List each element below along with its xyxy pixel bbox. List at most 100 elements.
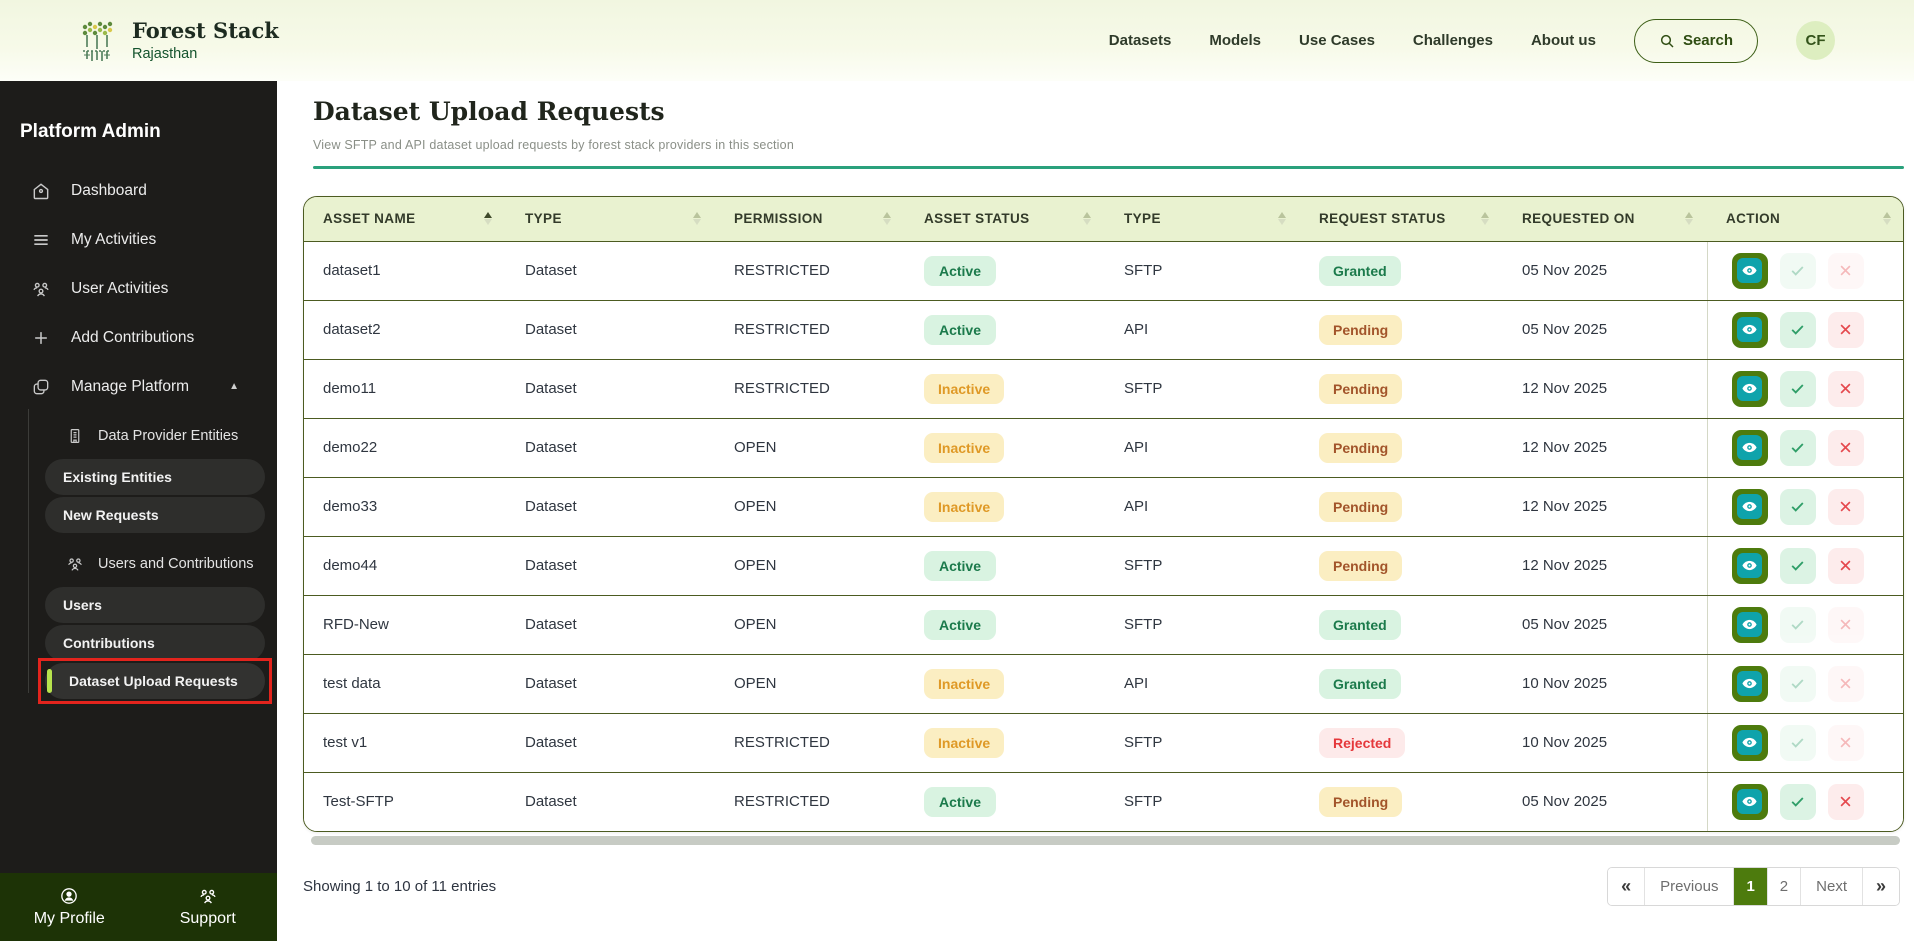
column-header-action: ACTION (1707, 197, 1903, 242)
check-icon (1791, 325, 1804, 335)
reject-button[interactable] (1827, 370, 1864, 407)
view-button[interactable] (1731, 252, 1768, 289)
asset-status-badge: Active (924, 609, 996, 640)
view-button[interactable] (1731, 311, 1768, 348)
sort-icon[interactable] (1685, 212, 1693, 226)
reject-button[interactable] (1827, 783, 1864, 820)
approve-button[interactable] (1779, 783, 1816, 820)
view-button[interactable] (1731, 547, 1768, 584)
column-header-asset-status[interactable]: ASSET STATUS (905, 197, 1105, 242)
asset-status-badge: Inactive (924, 668, 1005, 699)
page-subtitle: View SFTP and API dataset upload request… (313, 138, 794, 152)
column-header-type[interactable]: TYPE (506, 197, 715, 242)
sort-icon[interactable] (883, 212, 891, 226)
sidebar-item-user-activities[interactable]: User Activities (0, 264, 277, 313)
nav-models[interactable]: Models (1209, 32, 1262, 49)
view-button[interactable] (1731, 370, 1768, 407)
footer-item-label: Support (179, 910, 236, 927)
x-icon (1840, 501, 1851, 512)
submenu-item-contributions[interactable]: Contributions (45, 625, 265, 661)
search-button[interactable]: Search (1633, 18, 1758, 63)
nav-about-us[interactable]: About us (1530, 32, 1596, 49)
nav-use-cases[interactable]: Use Cases (1299, 32, 1375, 49)
sort-icon[interactable] (693, 212, 701, 226)
submenu-item-new-requests[interactable]: New Requests (45, 497, 265, 533)
cell-permission: OPEN (715, 654, 905, 714)
view-button[interactable] (1731, 665, 1768, 702)
column-header-requested-on[interactable]: REQUESTED ON (1503, 197, 1707, 242)
submenu-section-users-and-contributions[interactable]: Users and Contributions (0, 543, 277, 585)
sort-icon[interactable] (1481, 212, 1489, 226)
sort-icon[interactable] (1278, 212, 1286, 226)
sidebar-item-add-contributions[interactable]: Add Contributions (0, 313, 277, 362)
view-button[interactable] (1731, 606, 1768, 643)
cell-upload-type: API (1105, 300, 1300, 360)
column-header-upload-type[interactable]: TYPE (1105, 197, 1300, 242)
horizontal-scrollbar[interactable] (311, 836, 1900, 845)
column-header-asset-name[interactable]: ASSET NAME (304, 197, 506, 242)
x-icon (1840, 383, 1851, 394)
support-button[interactable]: Support (139, 873, 278, 941)
avatar[interactable]: CF (1796, 21, 1835, 60)
cell-request-status: Pending (1300, 772, 1503, 831)
approve-button[interactable] (1779, 370, 1816, 407)
collapse-caret-icon[interactable]: ▲ (229, 381, 239, 392)
menu-lines-icon (31, 230, 51, 250)
cell-asset-name: demo33 (304, 477, 506, 537)
approve-button[interactable] (1779, 311, 1816, 348)
approve-button[interactable] (1779, 547, 1816, 584)
sidebar-item-manage-platform[interactable]: Manage Platform ▲ (0, 362, 277, 411)
sidebar-item-my-activities[interactable]: My Activities (0, 215, 277, 264)
x-icon (1840, 324, 1851, 335)
view-button[interactable] (1731, 429, 1768, 466)
brand[interactable]: Forest Stack Rajasthan (74, 17, 279, 65)
sort-icon[interactable] (484, 212, 492, 226)
table-row: demo33 Dataset OPEN Inactive API Pending… (304, 477, 1903, 537)
approve-button[interactable] (1779, 488, 1816, 525)
reject-button[interactable] (1827, 488, 1864, 525)
view-button[interactable] (1731, 783, 1768, 820)
view-button[interactable] (1731, 724, 1768, 761)
sidebar-item-dashboard[interactable]: Dashboard (0, 166, 277, 215)
cell-asset-name: demo44 (304, 536, 506, 596)
submenu-section-data-provider-entities[interactable]: Data Provider Entities (0, 415, 277, 457)
sort-icon[interactable] (1083, 212, 1091, 226)
nav-datasets[interactable]: Datasets (1108, 32, 1172, 49)
eye-icon (1737, 671, 1762, 696)
submenu-item-users[interactable]: Users (45, 587, 265, 623)
request-status-badge: Pending (1319, 550, 1403, 581)
cell-asset-name: dataset1 (304, 241, 506, 301)
x-icon (1840, 442, 1851, 453)
asset-status-badge: Active (924, 314, 996, 345)
pagination-first-button[interactable]: « (1608, 868, 1645, 905)
pagination-previous-button[interactable]: Previous (1644, 868, 1734, 905)
pagination-next-button[interactable]: Next (1800, 868, 1862, 905)
users-group-icon (31, 279, 51, 299)
view-button[interactable] (1731, 488, 1768, 525)
cell-actions (1706, 772, 1903, 831)
reject-button[interactable] (1827, 311, 1864, 348)
column-header-permission[interactable]: PERMISSION (715, 197, 905, 242)
submenu-item-label: Existing Entities (63, 469, 172, 485)
sidebar-item-label: User Activities (71, 279, 169, 297)
submenu-indent-guide (28, 409, 29, 693)
search-button-label: Search (1682, 32, 1733, 49)
sort-icon[interactable] (1883, 212, 1891, 226)
cell-asset-name: demo11 (304, 359, 506, 419)
search-icon (1660, 34, 1674, 48)
pagination-page-1[interactable]: 1 (1733, 868, 1767, 905)
submenu-item-existing-entities[interactable]: Existing Entities (45, 459, 265, 495)
pagination-last-button[interactable]: » (1861, 868, 1899, 905)
nav-challenges[interactable]: Challenges (1412, 32, 1493, 49)
column-header-request-status[interactable]: REQUEST STATUS (1300, 197, 1503, 242)
asset-status-badge: Inactive (924, 491, 1005, 522)
cell-asset-status: Active (905, 300, 1105, 360)
pagination-page-2[interactable]: 2 (1766, 868, 1801, 905)
reject-button[interactable] (1827, 429, 1864, 466)
approve-button[interactable] (1779, 429, 1816, 466)
x-icon (1840, 619, 1851, 630)
submenu-item-dataset-upload-requests[interactable]: Dataset Upload Requests (45, 663, 265, 699)
reject-button[interactable] (1827, 547, 1864, 584)
cell-asset-name: dataset2 (304, 300, 506, 360)
my-profile-button[interactable]: My Profile (0, 873, 139, 941)
